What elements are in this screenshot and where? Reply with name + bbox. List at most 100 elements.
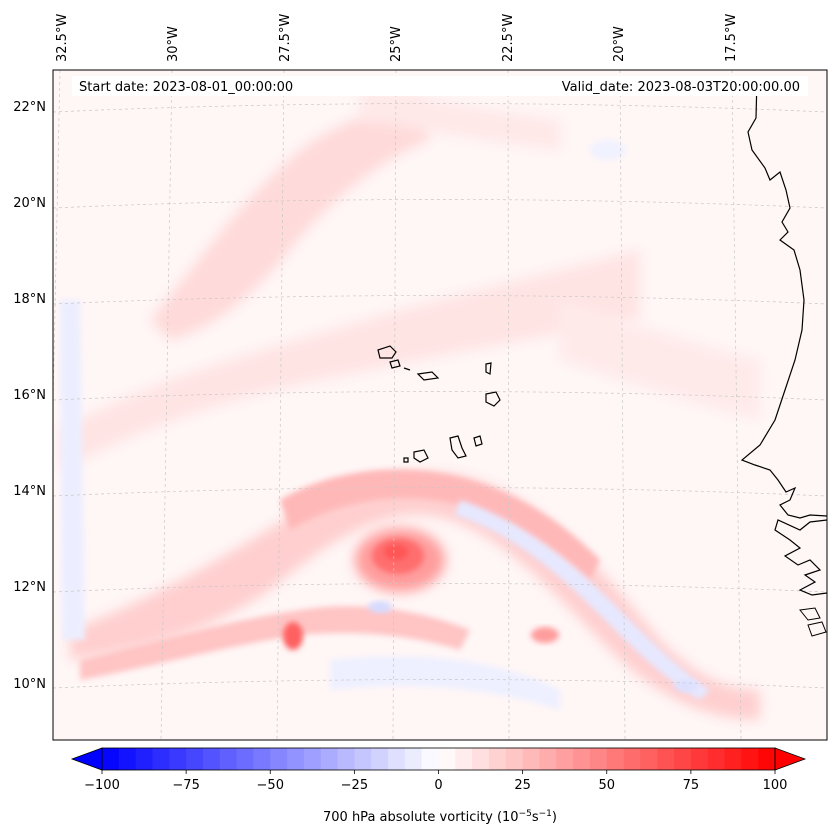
colorbar-segment: [135, 748, 154, 770]
vorticity-south-band: [80, 606, 470, 680]
colorbar-segment: [623, 748, 641, 770]
negative-vorticity-streak: [455, 500, 710, 700]
lat-label-16: 16°N: [13, 388, 46, 403]
island-fogo: [413, 449, 429, 463]
colorbar-segment: [455, 748, 473, 770]
colorbar-segment: [404, 748, 423, 770]
colorbar-segment: [438, 748, 456, 770]
colorbar-tick-label: −25: [341, 778, 368, 793]
island-maio: [473, 435, 483, 447]
island-santa-luzia: [403, 367, 411, 371]
island-boa-vista: [485, 391, 501, 407]
cape-verde-islands: [377, 345, 501, 463]
colorbar-segment: [758, 748, 776, 770]
lat-label-14: 14°N: [13, 484, 46, 499]
colorbar-segments: [102, 748, 776, 770]
colorbar-segment: [186, 748, 204, 770]
colorbar-segment: [707, 748, 726, 770]
negative-vorticity-west: [60, 300, 85, 640]
island-brava: [403, 457, 409, 463]
colorbar-tick-label: 50: [598, 778, 615, 793]
guinea-coastline: [774, 519, 827, 596]
colorbar-segment: [287, 748, 305, 770]
vorticity-max-center: [384, 544, 408, 560]
colorbar-tick-label: −100: [84, 778, 120, 793]
island-sao-vicente: [389, 359, 401, 369]
colorbar-tick-label: 100: [763, 778, 788, 793]
colorbar-label-text: 700 hPa absolute vorticity (10: [323, 810, 519, 825]
colorbar-segment: [236, 748, 255, 770]
colorbar-segment: [169, 748, 187, 770]
bijagos-islands: [799, 607, 827, 637]
vorticity-band-northwest: [150, 100, 430, 340]
lat-label-10: 10°N: [13, 677, 46, 692]
vorticity-field: [60, 90, 760, 720]
latitude-labels: 22°N 20°N 18°N 16°N 14°N 12°N 10°N: [13, 100, 46, 692]
colorbar-label-end: ): [552, 810, 557, 825]
lon-label-17-5: 17.5°W: [724, 14, 739, 62]
lat-label-12: 12°N: [13, 580, 46, 595]
colorbar-segment: [320, 748, 339, 770]
negative-vorticity-spot: [368, 601, 392, 613]
colorbar-segment: [657, 748, 675, 770]
lon-label-27-5: 27.5°W: [278, 14, 293, 62]
colorbar-tick-label: 0: [434, 778, 442, 793]
lon-label-25: 25°W: [389, 26, 404, 62]
vorticity-minor-max: [531, 627, 559, 643]
colorbar-tick-label: −75: [172, 778, 199, 793]
vorticity-band-east: [560, 300, 760, 420]
colorbar-tick-label: −50: [257, 778, 284, 793]
island-santo-antao: [377, 345, 397, 359]
colorbar-tick-label: 75: [683, 778, 700, 793]
longitude-labels: 32.5°W 30°W 27.5°W 25°W 22.5°W 20°W 17.5…: [55, 14, 739, 62]
graticule: [53, 70, 827, 740]
grid-lat-22: [53, 103, 827, 113]
grid-lat-18: [53, 295, 827, 305]
colorbar-segment: [539, 748, 557, 770]
colorbar-segment: [724, 748, 742, 770]
colorbar-segment: [522, 748, 541, 770]
grid-lat-10: [53, 679, 827, 689]
colorbar-segment: [674, 748, 692, 770]
grid-lat-20: [53, 199, 827, 209]
colorbar-segment: [606, 748, 625, 770]
colorbar-label-exp1: −5: [519, 809, 532, 819]
lat-label-18: 18°N: [13, 292, 46, 307]
vorticity-secondary-max: [283, 622, 303, 650]
lon-label-20: 20°W: [612, 26, 627, 62]
colorbar-segment: [371, 748, 389, 770]
colorbar-segment: [118, 748, 137, 770]
grid-lat-14: [53, 487, 827, 497]
colorbar-max-extend: [774, 747, 807, 771]
map-frame: [52, 69, 828, 741]
colorbar-label: 700 hPa absolute vorticity (10−5s−1): [323, 809, 557, 825]
lon-label-30: 30°W: [166, 26, 181, 62]
colorbar-segment: [337, 748, 355, 770]
colorbar-tick-label: 25: [514, 778, 531, 793]
start-date-label: Start date: 2023-08-01_00:00:00: [79, 80, 293, 95]
colorbar-ticks: −100 −75 −50 −25 0 25 50 75 100: [84, 770, 787, 793]
colorbar-segment: [640, 748, 658, 770]
colorbar-min-extend: [70, 747, 103, 771]
colorbar-segment: [303, 748, 322, 770]
grid-lon-30: [160, 70, 173, 740]
grid-lon-22-5: [507, 70, 510, 740]
colorbar: −100 −75 −50 −25 0 25 50 75 100 700 hPa absolute…: [70, 747, 807, 825]
colorbar-segment: [573, 748, 591, 770]
colorbar-segment: [388, 748, 406, 770]
grid-lon-25: [392, 70, 397, 740]
negative-vorticity-north: [590, 140, 626, 160]
lon-label-32-5: 32.5°W: [55, 14, 70, 62]
africa-coastline: [740, 77, 827, 519]
colorbar-segment: [421, 748, 440, 770]
colorbar-segment: [354, 748, 372, 770]
lon-label-22-5: 22.5°W: [501, 14, 516, 62]
colorbar-segment: [219, 748, 238, 770]
colorbar-segment: [505, 748, 524, 770]
island-santiago: [449, 435, 467, 459]
vorticity-band-top: [360, 90, 560, 150]
colorbar-segment: [202, 748, 221, 770]
colorbar-segment: [253, 748, 271, 770]
valid-date-label: Valid_date: 2023-08-03T20:00:00.00: [562, 80, 800, 95]
